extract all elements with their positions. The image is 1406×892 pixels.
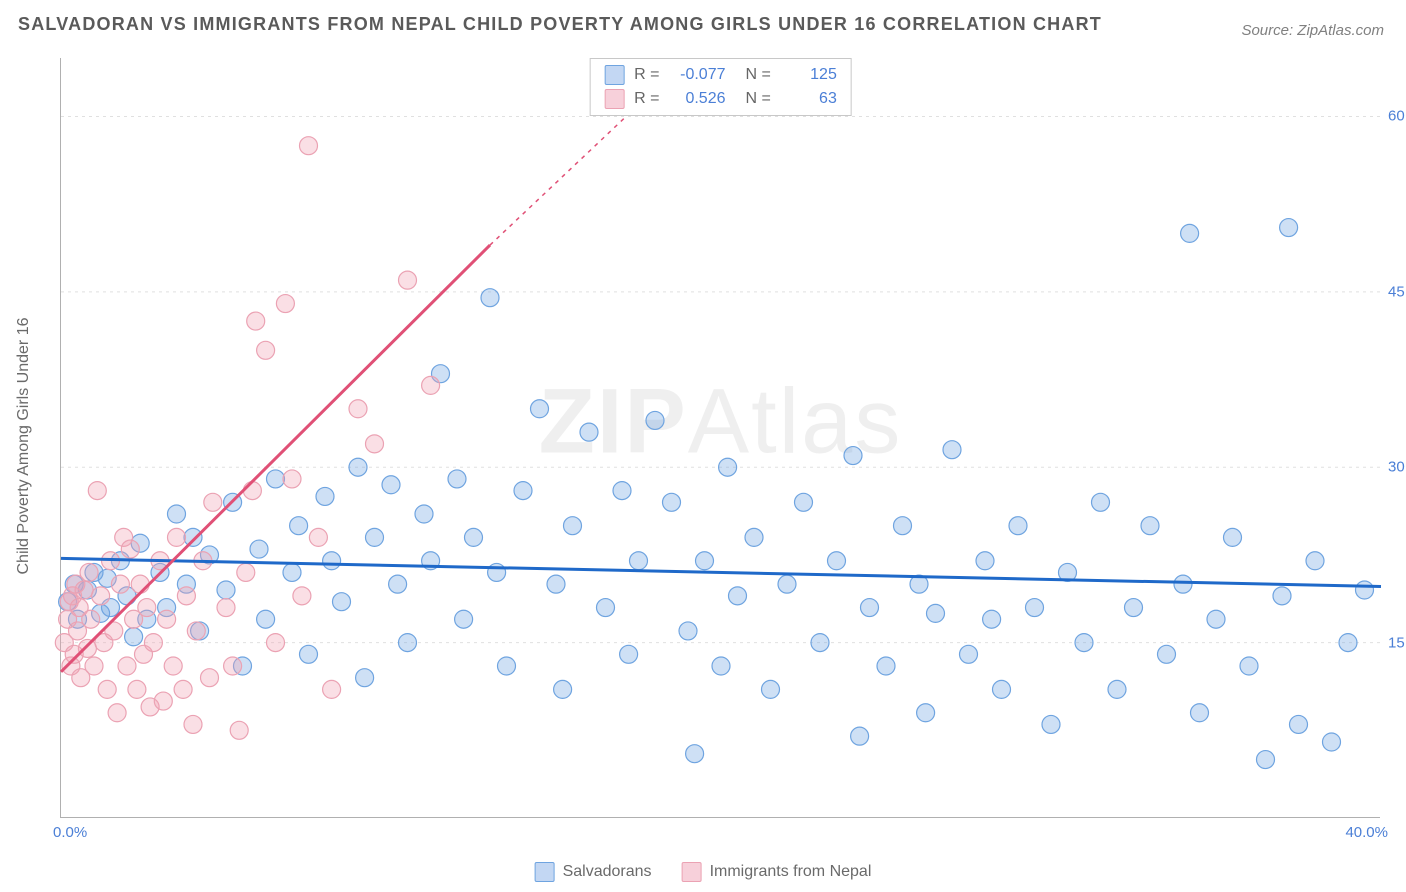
legend-item-nepal: Immigrants from Nepal	[682, 862, 872, 882]
correlation-chart: SALVADORAN VS IMMIGRANTS FROM NEPAL CHIL…	[0, 0, 1406, 892]
y-tick-label: 45.0%	[1388, 283, 1406, 300]
plot-area: ZIPAtlas 15.0%30.0%45.0%60.0% 0.0% 40.0%…	[60, 58, 1380, 818]
chart-title: SALVADORAN VS IMMIGRANTS FROM NEPAL CHIL…	[18, 14, 1102, 35]
y-tick-label: 15.0%	[1388, 634, 1406, 651]
legend-swatch-nepal	[682, 862, 702, 882]
x-tick-low: 0.0%	[53, 824, 87, 841]
legend-item-salvadorans: Salvadorans	[535, 862, 652, 882]
legend-swatch-salvadorans	[535, 862, 555, 882]
chart-source: Source: ZipAtlas.com	[1241, 22, 1384, 39]
x-tick-high: 40.0%	[1345, 824, 1388, 841]
swatch-salvadorans	[604, 65, 624, 85]
y-axis-label: Child Poverty Among Girls Under 16	[15, 318, 33, 575]
swatch-nepal	[604, 89, 624, 109]
regression-lines	[61, 58, 1380, 817]
legend-label: Salvadorans	[563, 863, 652, 881]
bottom-legend: Salvadorans Immigrants from Nepal	[535, 862, 872, 882]
legend-label: Immigrants from Nepal	[710, 863, 872, 881]
corr-row-nepal: R = 0.526 N = 63	[590, 87, 851, 111]
correlation-legend: R = -0.077 N = 125 R = 0.526 N = 63	[589, 58, 852, 116]
corr-row-salvadorans: R = -0.077 N = 125	[590, 63, 851, 87]
y-tick-label: 60.0%	[1388, 108, 1406, 125]
y-tick-label: 30.0%	[1388, 459, 1406, 476]
